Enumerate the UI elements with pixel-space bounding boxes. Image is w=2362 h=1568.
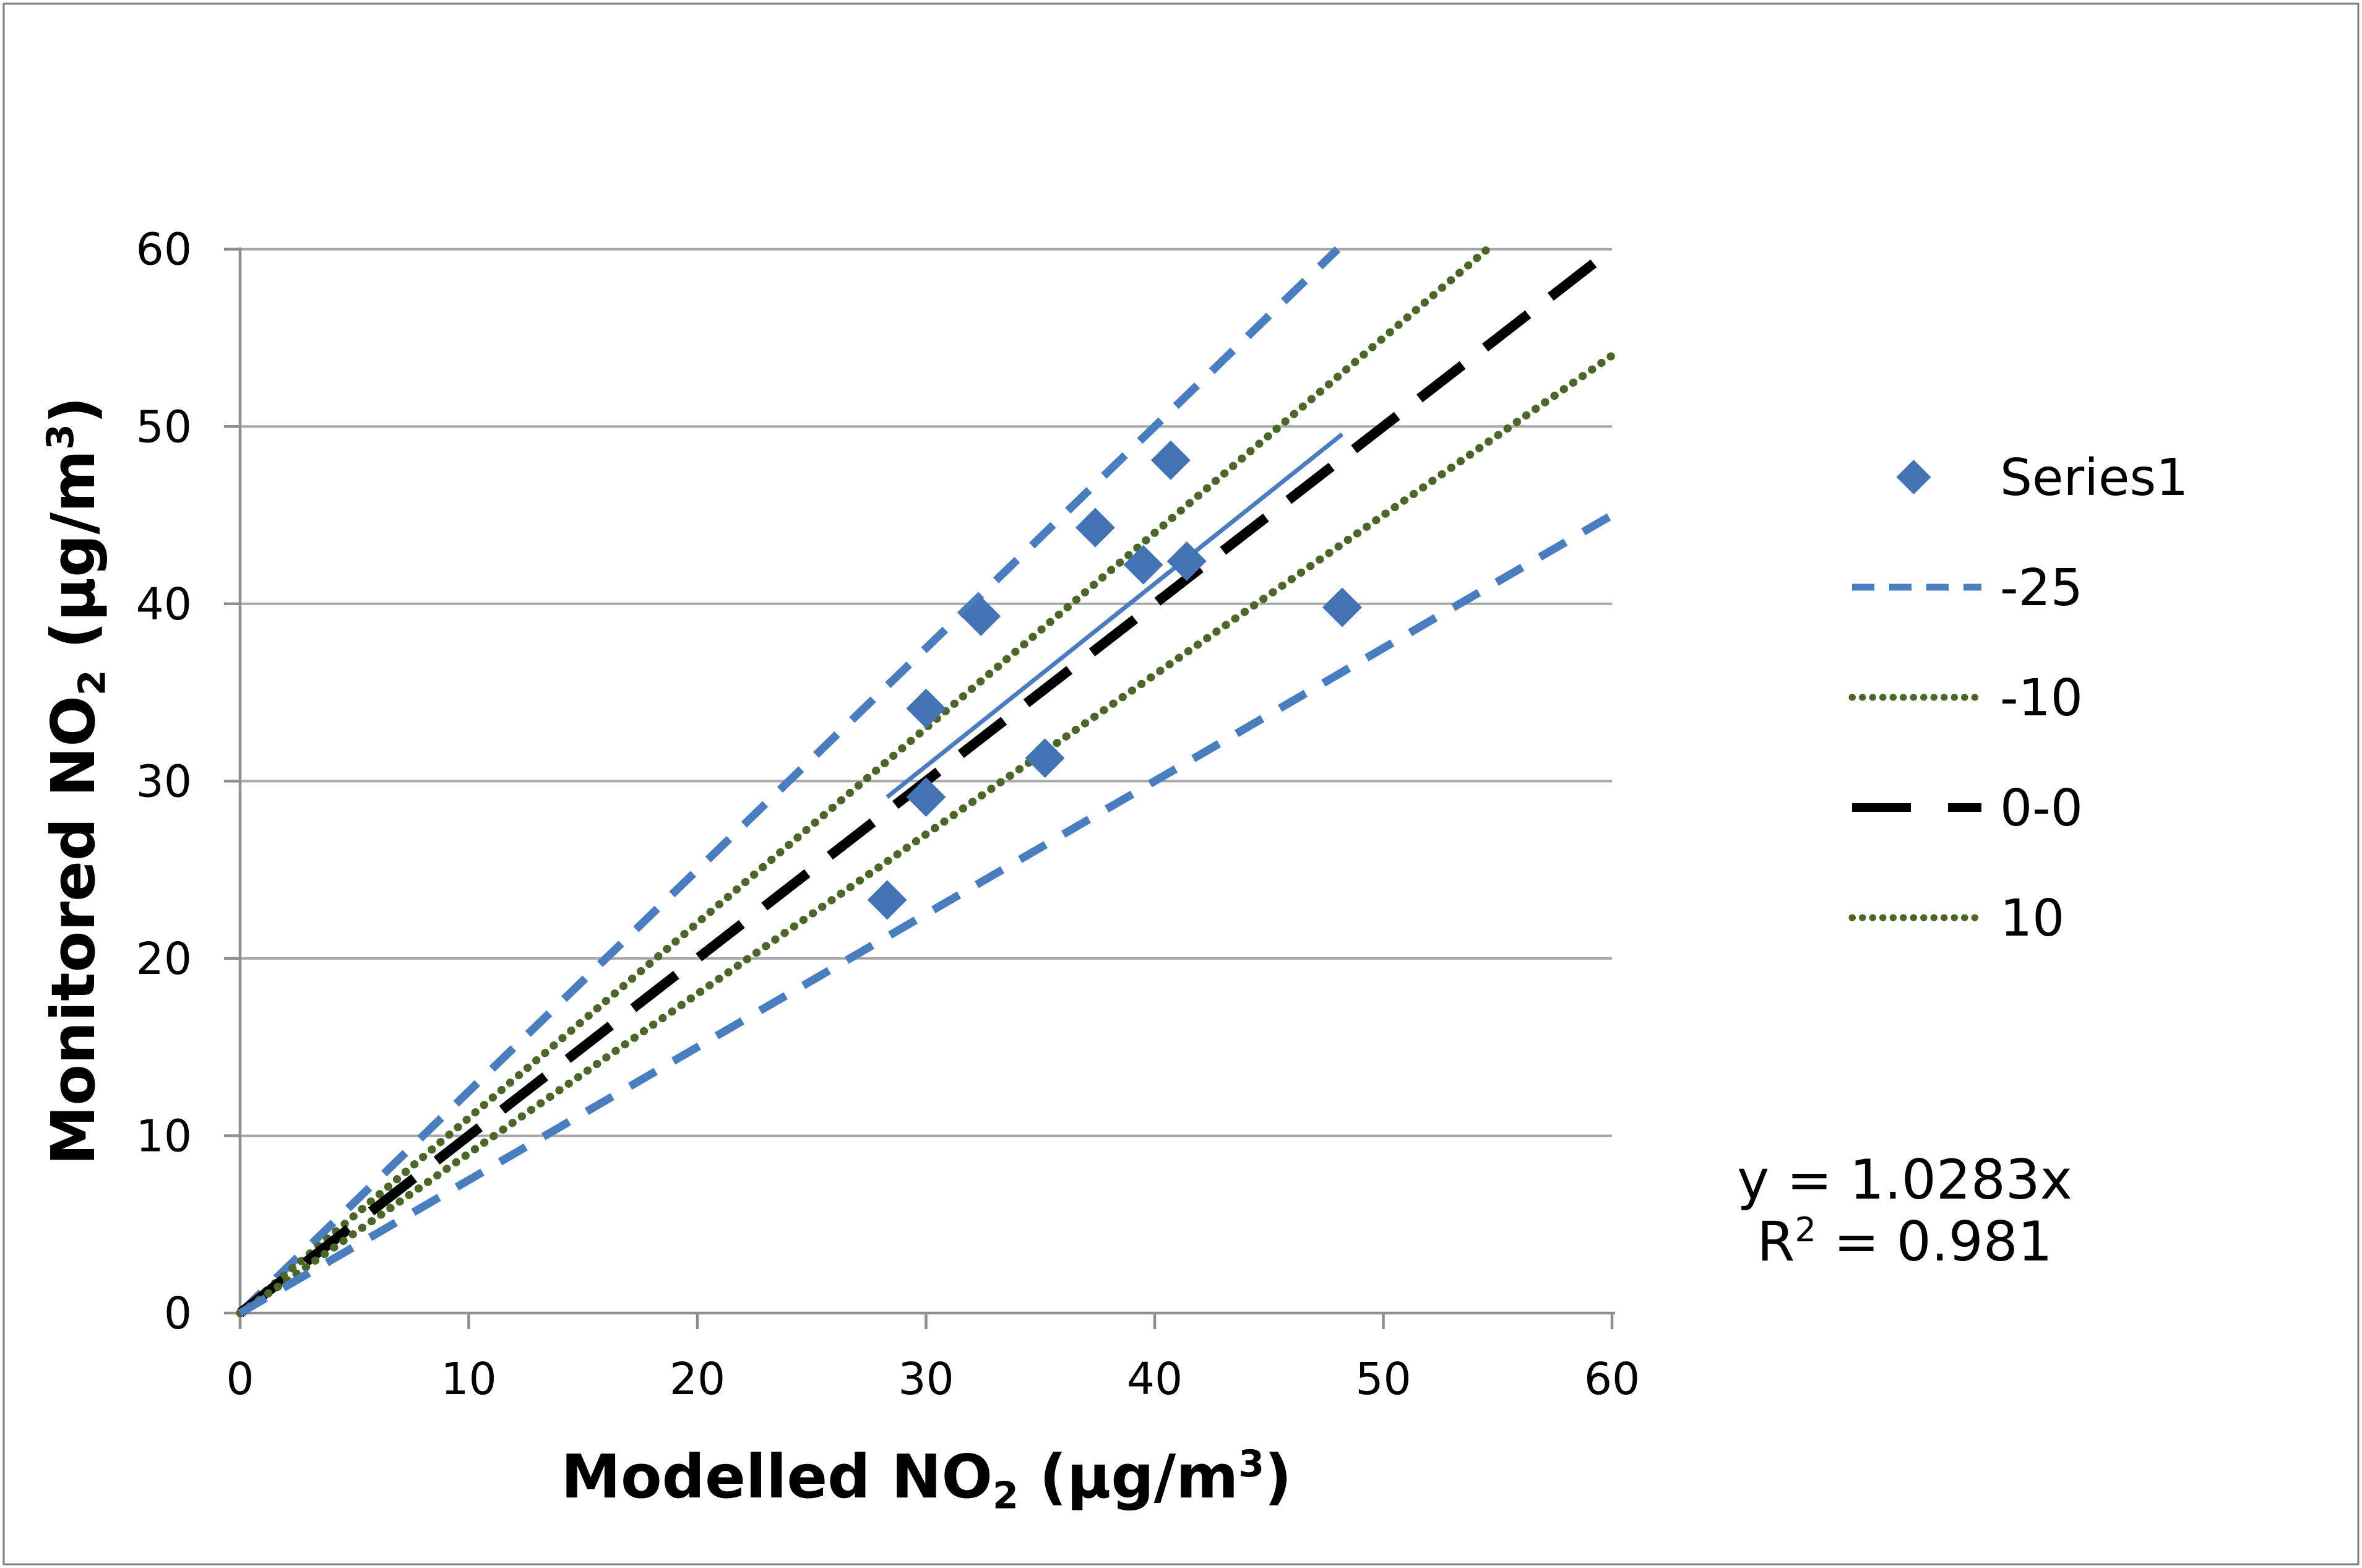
y-tick-label-20: 20: [136, 933, 192, 984]
legend-marker-diamond: [1896, 460, 1931, 494]
scatter-point: [1322, 587, 1362, 627]
scatter-point: [1075, 507, 1115, 548]
legend: Series1 -25 -10 0-0 10: [1848, 449, 2188, 948]
y-tick-label-50: 50: [136, 401, 192, 452]
reference-line--25: [237, 246, 1341, 1316]
x-tick-label-10: 10: [441, 1353, 496, 1405]
x-tick-label-30: 30: [898, 1353, 954, 1405]
reference-line-10: [236, 351, 1616, 1317]
axis-titles: Modelled NO2 (µg/m3) Monitored NO2 (µg/m3…: [38, 397, 1291, 1518]
x-tick-label-50: 50: [1355, 1353, 1411, 1405]
legend-label: 10: [2000, 889, 2064, 948]
legend-item--25: -25: [1852, 559, 2083, 618]
r-squared-value: R2 = 0.981: [1757, 1210, 2052, 1273]
scatter-point: [1025, 738, 1065, 778]
legend-item-0-0: 0-0: [1852, 779, 2083, 838]
trendline-equation: y = 1.0283x: [1737, 1148, 2072, 1212]
legend-label: 0-0: [2000, 779, 2083, 838]
legend-label: Series1: [2000, 449, 2188, 507]
legend-label: -25: [2000, 559, 2083, 618]
y-tick-label-30: 30: [136, 756, 192, 807]
legend-item-Series1: Series1: [1896, 449, 2188, 507]
x-tick-label-20: 20: [670, 1353, 725, 1405]
x-tick-label-40: 40: [1127, 1353, 1183, 1405]
scatter-point: [1166, 541, 1207, 582]
scatter-point: [1123, 545, 1163, 585]
trendline-linear-fit: [886, 433, 1344, 799]
reference-line--10: [236, 245, 1491, 1317]
scatter-point: [867, 880, 907, 920]
scatter-point: [1150, 440, 1191, 480]
x-tick-label-60: 60: [1584, 1353, 1640, 1405]
reference-line-25: [238, 511, 1614, 1317]
x-axis-title: Modelled NO2 (µg/m3): [561, 1442, 1292, 1518]
scatter-point: [906, 688, 946, 728]
y-tick-label-0: 0: [164, 1288, 192, 1339]
y-tick-label-10: 10: [136, 1110, 192, 1161]
y-tick-label-40: 40: [136, 579, 192, 630]
legend-item--10: -10: [1848, 669, 2083, 728]
trendline: [886, 433, 1344, 799]
scatter-point: [906, 777, 946, 817]
tick-labels: 0 10 20 30 40 50 60 0 10 20 30 40 50 60: [136, 224, 1640, 1405]
scatter-series: [867, 440, 1362, 920]
legend-label: -10: [2000, 669, 2083, 728]
reference-lines: [236, 245, 1616, 1317]
y-axis-title: Monitored NO2 (µg/m3): [38, 397, 114, 1165]
scatter-point: [961, 596, 1001, 636]
y-tick-label-60: 60: [136, 224, 192, 275]
x-tick-label-0: 0: [226, 1353, 254, 1405]
legend-item-10: 10: [1848, 889, 2064, 948]
